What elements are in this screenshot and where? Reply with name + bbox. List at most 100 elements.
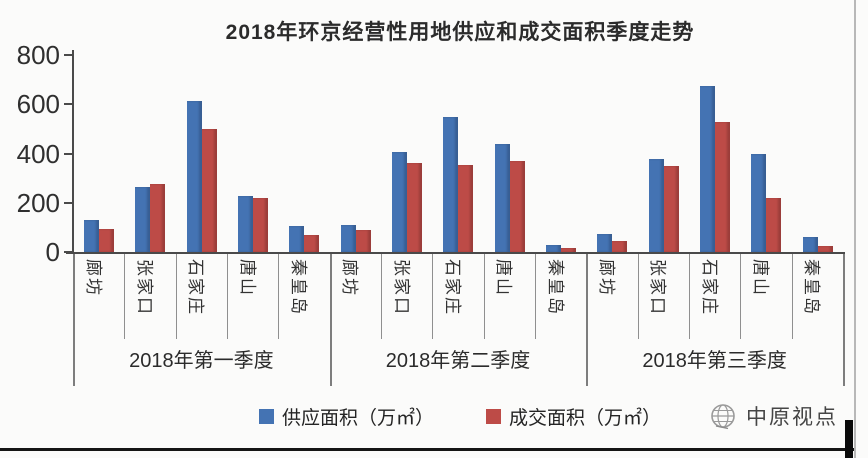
legend-swatch-deal-icon xyxy=(486,409,501,424)
city-label-box: 石家庄 xyxy=(176,259,227,345)
quarter-divider xyxy=(329,253,332,386)
city-label-box: 秦皇岛 xyxy=(535,259,586,345)
city-divider xyxy=(791,253,793,339)
quarter-divider xyxy=(586,253,589,386)
bar-supply xyxy=(751,154,767,252)
y-axis-line xyxy=(72,50,74,253)
city-label: 唐山 xyxy=(494,259,514,297)
city-divider xyxy=(175,253,177,339)
city-label-box: 秦皇岛 xyxy=(792,259,843,345)
chart-title: 2018年环京经营性用地供应和成交面积季度走势 xyxy=(225,21,695,44)
legend-item-supply: 供应面积（万㎡） xyxy=(258,403,434,430)
y-axis-label: 800 xyxy=(16,40,60,70)
quarter-label: 2018年第二季度 xyxy=(385,350,531,372)
city-divider xyxy=(381,253,382,339)
city-label-box: 唐山 xyxy=(227,259,278,345)
bar-deal xyxy=(817,245,833,252)
chart-legend: 供应面积（万㎡） 成交面积（万㎡） xyxy=(75,403,845,430)
city-label-box: 张家口 xyxy=(124,259,175,345)
city-divider xyxy=(740,253,742,339)
watermark: 中原视点 xyxy=(708,401,838,431)
y-axis-tick xyxy=(64,152,73,155)
bar-supply xyxy=(340,224,356,252)
city-label: 石家庄 xyxy=(186,259,206,316)
bar-deal xyxy=(355,229,371,252)
y-axis-label: 600 xyxy=(16,89,60,120)
bar-supply xyxy=(700,85,715,252)
city-divider xyxy=(637,253,639,339)
corner-black-bar xyxy=(845,420,853,458)
quarter-divider xyxy=(73,253,75,386)
right-border-line xyxy=(854,0,856,458)
legend-label: 供应面积（万㎡） xyxy=(281,408,434,429)
city-label-box: 唐山 xyxy=(484,259,535,345)
city-label: 张家口 xyxy=(391,259,411,316)
city-label-box: 张家口 xyxy=(381,259,432,345)
bottom-border-line xyxy=(0,448,856,451)
bar-deal xyxy=(150,184,166,252)
bar-supply xyxy=(802,236,818,252)
city-label-box: 廊坊 xyxy=(73,259,124,345)
quarter-label: 2018年第一季度 xyxy=(129,350,274,372)
city-divider xyxy=(432,253,434,339)
city-label: 张家口 xyxy=(134,259,154,316)
x-axis-line xyxy=(66,252,845,254)
bar-deal xyxy=(253,197,268,252)
legend-swatch-supply-icon xyxy=(258,409,274,424)
city-label-box: 张家口 xyxy=(638,259,689,345)
city-label: 石家庄 xyxy=(699,259,719,316)
city-divider xyxy=(689,253,690,339)
bar-supply xyxy=(84,220,99,252)
y-axis-label: 0 xyxy=(45,237,60,267)
city-label-box: 唐山 xyxy=(740,259,791,345)
city-label-box: 石家庄 xyxy=(432,259,483,345)
bar-supply xyxy=(238,195,253,252)
bar-supply xyxy=(494,143,510,252)
bar-supply xyxy=(546,244,561,252)
bar-supply xyxy=(597,233,613,252)
bar-deal xyxy=(715,121,730,252)
city-divider xyxy=(124,253,126,339)
city-label: 廊坊 xyxy=(340,259,360,297)
y-axis-tick xyxy=(64,201,73,204)
bar-supply xyxy=(135,186,151,252)
city-label: 秦皇岛 xyxy=(802,259,822,316)
bar-supply xyxy=(392,152,407,252)
bar-supply xyxy=(186,100,202,252)
city-divider xyxy=(483,253,485,339)
y-axis-tick xyxy=(64,54,73,56)
watermark-brand: 中原视点 xyxy=(746,406,838,429)
city-label-box: 廊坊 xyxy=(330,259,381,345)
quarter-divider xyxy=(843,253,845,386)
city-label: 秦皇岛 xyxy=(288,259,308,316)
bar-deal xyxy=(509,160,525,252)
bar-supply xyxy=(289,226,305,252)
legend-label: 成交面积（万㎡） xyxy=(509,408,662,429)
bar-deal xyxy=(407,163,422,252)
bar-deal xyxy=(766,197,782,252)
city-label: 秦皇岛 xyxy=(545,259,565,316)
bar-supply xyxy=(648,158,664,252)
legend-item-deal: 成交面积（万㎡） xyxy=(486,403,661,430)
city-divider xyxy=(278,253,280,339)
bar-deal xyxy=(561,248,576,252)
city-label: 唐山 xyxy=(750,259,770,297)
city-label: 石家庄 xyxy=(442,259,462,316)
bar-deal xyxy=(663,165,679,252)
city-divider xyxy=(227,253,228,339)
quarter-label: 2018年第三季度 xyxy=(642,350,787,372)
city-label-box: 廊坊 xyxy=(586,259,637,345)
city-label: 唐山 xyxy=(237,259,257,297)
bar-deal xyxy=(201,128,217,252)
globe-icon xyxy=(711,404,735,430)
bar-deal xyxy=(99,228,114,252)
bar-supply xyxy=(443,116,459,252)
bar-deal xyxy=(304,234,320,252)
bar-deal xyxy=(612,240,628,252)
city-label: 廊坊 xyxy=(83,259,103,297)
city-label-box: 石家庄 xyxy=(689,259,740,345)
city-label: 张家口 xyxy=(648,259,668,316)
y-axis-label: 400 xyxy=(16,138,60,169)
y-axis-tick xyxy=(64,103,73,106)
